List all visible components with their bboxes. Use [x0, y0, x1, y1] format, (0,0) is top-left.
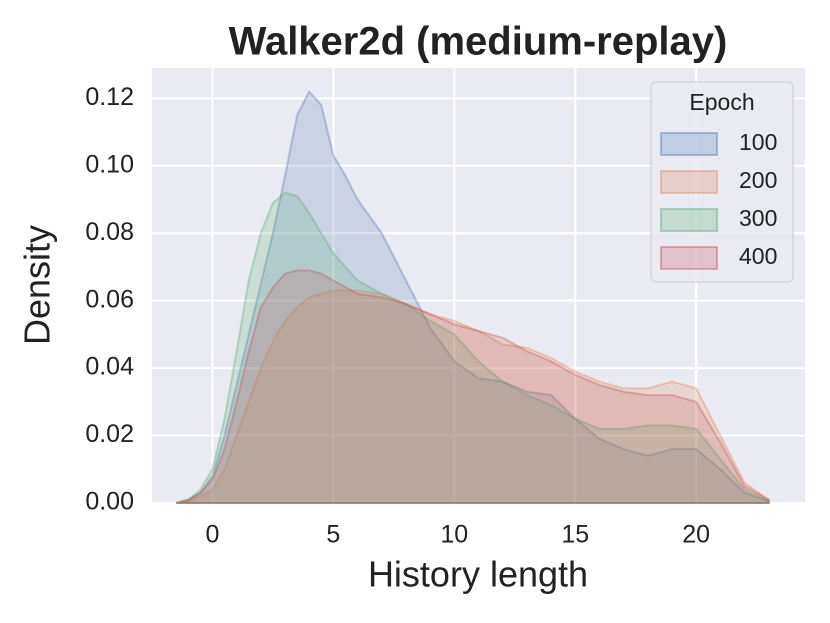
legend: Epoch 100 200 300 400	[650, 81, 794, 283]
legend-swatch	[660, 170, 718, 194]
legend-label: 100	[739, 129, 777, 155]
legend-label: 400	[739, 243, 777, 269]
density-area	[175, 191, 770, 504]
legend-label: 300	[739, 205, 777, 231]
x-tick-label: 20	[682, 521, 710, 549]
x-tick-label: 15	[561, 521, 589, 549]
y-tick-label: 0.08	[85, 218, 134, 246]
x-axis-label: History length	[368, 554, 588, 595]
density-area	[176, 289, 770, 504]
legend-swatch	[660, 246, 718, 270]
x-tick-label: 0	[206, 521, 220, 549]
y-tick-label: 0.04	[85, 353, 134, 381]
y-axis-label: Density	[17, 225, 58, 345]
y-tick-label: 0.06	[85, 285, 134, 313]
x-tick-label: 5	[326, 521, 340, 549]
legend-label: 200	[739, 167, 777, 193]
legend-title: Epoch	[689, 89, 754, 115]
grid	[152, 68, 805, 504]
legend-swatch	[660, 208, 718, 232]
y-tick-label: 0.12	[85, 83, 134, 111]
y-tick-label: 0.02	[85, 420, 134, 448]
y-tick-label: 0.10	[85, 150, 134, 178]
legend-box	[650, 81, 794, 283]
areas	[175, 89, 770, 504]
density-area	[175, 269, 770, 504]
density-area	[175, 89, 770, 504]
x-tick-label: 10	[440, 521, 468, 549]
y-tick-label: 0.00	[85, 488, 134, 516]
legend-swatch	[660, 132, 718, 156]
chart-title: Walker2d (medium-replay)	[229, 20, 728, 64]
